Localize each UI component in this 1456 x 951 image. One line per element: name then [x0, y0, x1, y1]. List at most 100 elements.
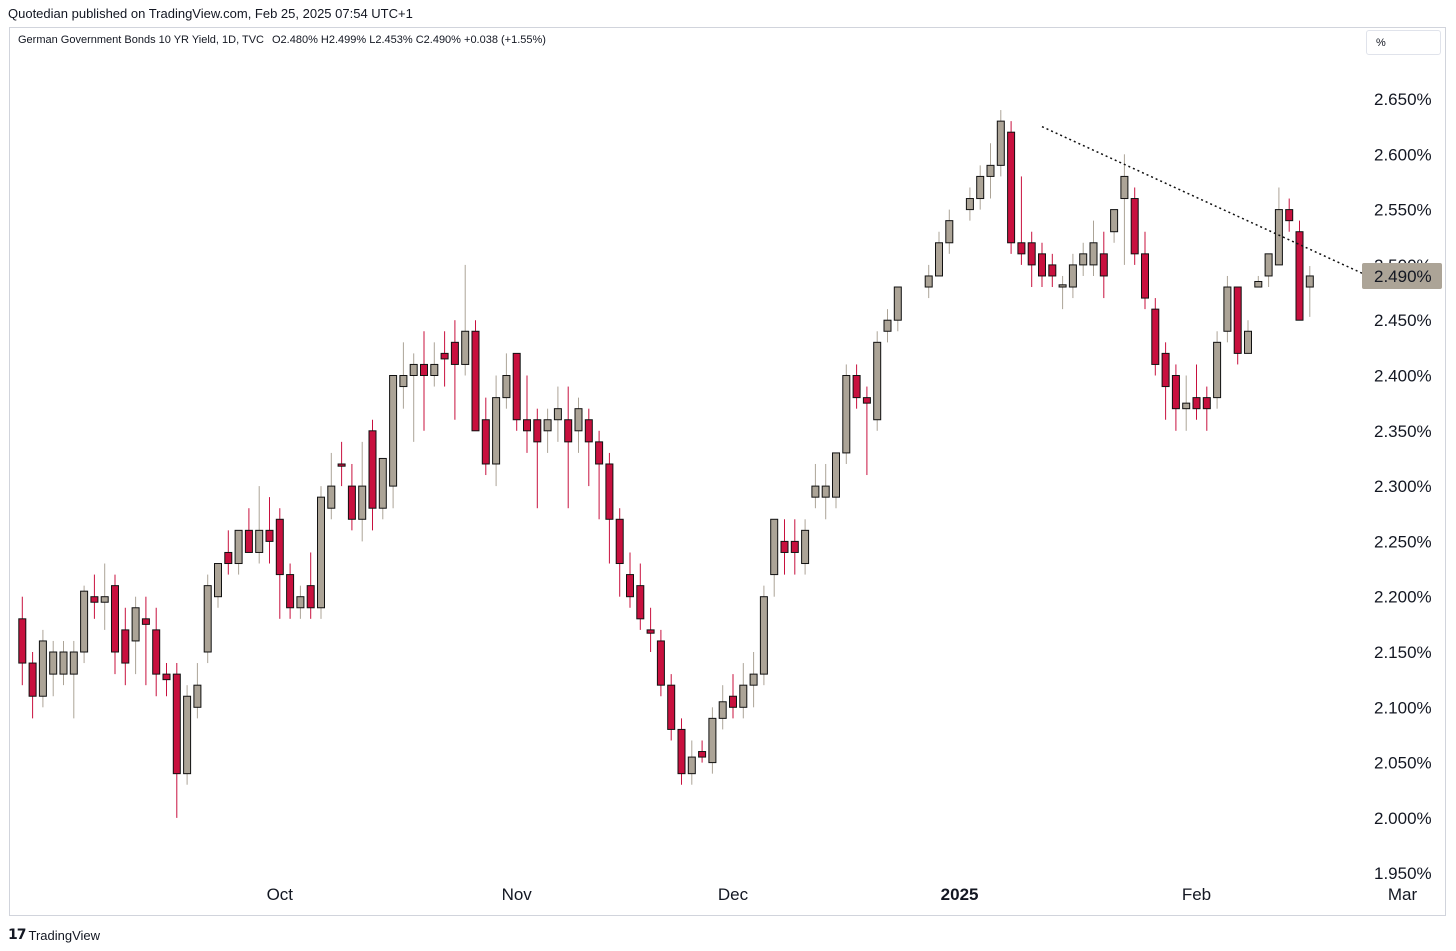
candle-body[interactable]: [502, 375, 511, 399]
candle-body[interactable]: [409, 363, 418, 377]
candle-body[interactable]: [1305, 275, 1314, 288]
candle-body[interactable]: [234, 529, 243, 565]
candle-body[interactable]: [69, 651, 78, 675]
candle-body[interactable]: [1027, 242, 1036, 266]
candle-body[interactable]: [1038, 253, 1046, 277]
candle-body[interactable]: [420, 363, 428, 377]
candle-body[interactable]: [512, 352, 521, 421]
candle-body[interactable]: [152, 629, 161, 675]
candle-body[interactable]: [749, 673, 758, 686]
candle-body[interactable]: [739, 684, 748, 708]
candle-body[interactable]: [461, 330, 470, 365]
candle-body[interactable]: [862, 397, 871, 404]
candle-body[interactable]: [399, 375, 408, 388]
candle-body[interactable]: [667, 684, 676, 730]
candle-body[interactable]: [543, 419, 552, 432]
candle-body[interactable]: [471, 330, 480, 432]
candle-body[interactable]: [780, 540, 789, 553]
candle-body[interactable]: [821, 485, 830, 498]
price-axis[interactable]: 1.950% 2.000% 2.050% 2.100% 2.150% 2.200% 2.25…: [1374, 90, 1432, 883]
candle-body[interactable]: [1007, 131, 1016, 244]
candle-body[interactable]: [1274, 209, 1283, 266]
candle-body[interactable]: [193, 684, 202, 708]
candle-body[interactable]: [790, 540, 799, 553]
candle-body[interactable]: [656, 640, 665, 686]
candle-body[interactable]: [389, 375, 398, 487]
candle-body[interactable]: [1099, 253, 1108, 277]
candle-body[interactable]: [121, 629, 130, 664]
tradingview-logo-icon[interactable]: 17: [8, 927, 27, 943]
candle-body[interactable]: [832, 452, 840, 498]
candle-body[interactable]: [1223, 286, 1232, 332]
candle-body[interactable]: [1213, 341, 1222, 399]
candle-body[interactable]: [1171, 375, 1180, 410]
candle-body[interactable]: [1068, 264, 1077, 288]
candle-body[interactable]: [1182, 402, 1191, 410]
candle-body[interactable]: [615, 518, 624, 565]
candle-body[interactable]: [770, 518, 779, 576]
candle-body[interactable]: [440, 352, 449, 360]
candle-body[interactable]: [244, 529, 253, 553]
candle-body[interactable]: [1264, 253, 1273, 277]
candle-body[interactable]: [141, 618, 150, 625]
candle-body[interactable]: [172, 673, 181, 775]
candle-body[interactable]: [1120, 175, 1129, 200]
candle-body[interactable]: [131, 607, 140, 642]
candle-body[interactable]: [358, 485, 367, 520]
candle-body[interactable]: [49, 651, 58, 675]
candle-body[interactable]: [492, 397, 501, 465]
candle-body[interactable]: [203, 585, 212, 653]
candle-body[interactable]: [1202, 397, 1211, 410]
candle-body[interactable]: [811, 485, 820, 498]
candle-body[interactable]: [1110, 209, 1119, 233]
candle-body[interactable]: [38, 640, 47, 697]
candle-body[interactable]: [214, 563, 222, 598]
candle-body[interactable]: [976, 175, 985, 200]
candle-body[interactable]: [1079, 253, 1088, 266]
candle-body[interactable]: [564, 419, 573, 443]
candle-body[interactable]: [986, 164, 995, 177]
price-unit-selector[interactable]: %: [1366, 30, 1441, 55]
candle-body[interactable]: [1141, 253, 1149, 299]
candle-body[interactable]: [275, 518, 284, 576]
candle-body[interactable]: [873, 341, 882, 421]
candle-body[interactable]: [347, 485, 356, 520]
candle-body[interactable]: [996, 120, 1005, 166]
candle-body[interactable]: [935, 242, 943, 277]
candle-body[interactable]: [306, 585, 315, 609]
candle-body[interactable]: [698, 751, 707, 758]
candle-body[interactable]: [1089, 242, 1098, 266]
candle-body[interactable]: [1295, 231, 1304, 321]
candle-body[interactable]: [945, 220, 954, 244]
candle-body[interactable]: [378, 457, 387, 509]
candle-body[interactable]: [100, 596, 109, 603]
candle-body[interactable]: [481, 419, 490, 465]
candle-body[interactable]: [265, 529, 274, 542]
candle-body[interactable]: [708, 717, 717, 764]
candle-body[interactable]: [965, 198, 974, 211]
candle-body[interactable]: [1161, 352, 1170, 388]
candle-body[interactable]: [286, 574, 295, 609]
candle-body[interactable]: [327, 485, 336, 509]
candle-body[interactable]: [677, 728, 686, 775]
candle-body[interactable]: [636, 585, 645, 620]
candle-body[interactable]: [893, 286, 902, 321]
candle-body[interactable]: [80, 590, 89, 653]
candle-body[interactable]: [1048, 264, 1057, 277]
candle-body[interactable]: [162, 673, 171, 681]
candle-body[interactable]: [1244, 330, 1252, 354]
candle-body[interactable]: [842, 375, 851, 454]
candle-body[interactable]: [1233, 286, 1242, 354]
candle-body[interactable]: [317, 496, 325, 609]
trendline[interactable]: [1041, 125, 1393, 288]
candle-body[interactable]: [59, 651, 68, 675]
candle-body[interactable]: [801, 529, 810, 565]
candle-body[interactable]: [924, 275, 933, 288]
candle-body[interactable]: [595, 441, 604, 465]
candle-body[interactable]: [1254, 280, 1263, 288]
candle-body[interactable]: [18, 618, 27, 664]
candle-body[interactable]: [1151, 308, 1160, 365]
candle-body[interactable]: [255, 529, 264, 553]
candle-body[interactable]: [430, 363, 439, 377]
